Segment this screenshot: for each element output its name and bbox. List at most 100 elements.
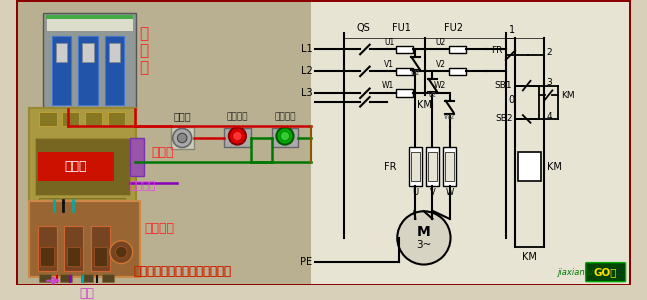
Text: FR: FR: [492, 46, 503, 55]
Bar: [17, 2, 311, 284]
Bar: [46, 15, 133, 19]
Bar: [94, 248, 107, 266]
Bar: [39, 198, 125, 209]
Bar: [102, 274, 114, 282]
Text: FR: FR: [384, 161, 397, 172]
Bar: [311, 2, 630, 284]
Text: KM: KM: [417, 100, 432, 110]
Bar: [272, 128, 298, 148]
Text: W2: W2: [444, 114, 455, 120]
Bar: [39, 112, 56, 126]
Text: 3: 3: [547, 78, 553, 87]
Bar: [38, 152, 114, 181]
Text: U1: U1: [384, 38, 395, 46]
Text: QS: QS: [356, 23, 370, 33]
Circle shape: [116, 246, 127, 258]
Bar: [448, 46, 466, 53]
FancyBboxPatch shape: [586, 262, 626, 282]
Circle shape: [110, 241, 133, 264]
Bar: [397, 46, 413, 53]
Bar: [40, 248, 54, 266]
Bar: [35, 138, 130, 195]
Text: W1: W1: [382, 81, 395, 90]
Bar: [108, 112, 125, 126]
Text: PE: PE: [300, 257, 313, 267]
Text: KM: KM: [547, 161, 562, 172]
FancyBboxPatch shape: [29, 109, 136, 201]
Text: 负载: 负载: [80, 287, 94, 300]
Circle shape: [173, 128, 192, 148]
Bar: [54, 107, 69, 117]
Bar: [224, 128, 250, 148]
Text: KM: KM: [561, 91, 575, 100]
Bar: [171, 127, 193, 149]
Bar: [39, 274, 51, 282]
Text: 1: 1: [509, 25, 515, 35]
Circle shape: [177, 133, 187, 143]
Text: 器: 器: [139, 60, 149, 75]
Text: 2: 2: [547, 48, 553, 57]
Bar: [448, 68, 466, 75]
Text: 路: 路: [139, 43, 149, 58]
Text: 0: 0: [509, 95, 515, 105]
Text: FU1: FU1: [391, 23, 410, 33]
Text: 三相异步电动机自锁控制线路图: 三相异步电动机自锁控制线路图: [133, 265, 231, 278]
Bar: [411, 152, 420, 181]
Text: W: W: [445, 188, 454, 197]
Text: KM: KM: [522, 252, 537, 262]
Circle shape: [280, 131, 290, 141]
Bar: [85, 112, 102, 126]
Text: GO证: GO证: [594, 267, 617, 277]
Text: L2: L2: [301, 66, 313, 76]
Text: W2: W2: [433, 81, 446, 90]
Text: 停止按钮: 停止按钮: [226, 113, 248, 122]
Circle shape: [229, 128, 246, 145]
Bar: [397, 68, 413, 75]
Text: 三相异步电动机自锁控制线路图: 三相异步电动机自锁控制线路图: [133, 265, 231, 278]
Bar: [52, 36, 71, 105]
Text: FU2: FU2: [444, 23, 463, 33]
Text: SB1: SB1: [495, 81, 512, 90]
Bar: [60, 274, 72, 282]
Bar: [62, 112, 80, 126]
Text: L3: L3: [301, 88, 313, 98]
Circle shape: [233, 131, 242, 141]
Bar: [91, 226, 110, 271]
Bar: [78, 36, 98, 105]
Text: 熔断器: 熔断器: [173, 111, 191, 121]
FancyBboxPatch shape: [29, 201, 140, 277]
Bar: [80, 107, 96, 117]
FancyBboxPatch shape: [17, 1, 630, 284]
Text: V: V: [430, 188, 435, 197]
Text: 接触器: 接触器: [64, 160, 87, 173]
Text: V2: V2: [436, 59, 446, 68]
Text: U2: U2: [435, 38, 446, 46]
Text: SB2: SB2: [495, 114, 512, 123]
Bar: [130, 138, 144, 176]
Text: V1: V1: [384, 59, 395, 68]
Circle shape: [397, 211, 450, 265]
Bar: [445, 152, 454, 181]
Bar: [518, 152, 541, 181]
Text: 接触器: 接触器: [152, 146, 174, 159]
Text: 热继电器: 热继电器: [144, 222, 174, 235]
Text: jiaxiantu: jiaxiantu: [558, 268, 594, 277]
Bar: [409, 148, 422, 185]
Bar: [82, 43, 94, 62]
Text: 3~: 3~: [416, 239, 432, 250]
Bar: [397, 89, 413, 97]
Bar: [107, 107, 122, 117]
Text: U: U: [412, 188, 419, 197]
Bar: [443, 148, 456, 185]
Circle shape: [276, 128, 294, 145]
Bar: [38, 226, 56, 271]
Text: 4: 4: [547, 112, 553, 121]
FancyBboxPatch shape: [43, 13, 136, 110]
Bar: [109, 43, 120, 62]
Bar: [64, 226, 83, 271]
Text: M: M: [417, 225, 431, 239]
Text: U2: U2: [411, 70, 420, 76]
Bar: [82, 274, 93, 282]
Text: V2: V2: [428, 92, 437, 98]
Text: 常开触点: 常开触点: [130, 181, 157, 190]
